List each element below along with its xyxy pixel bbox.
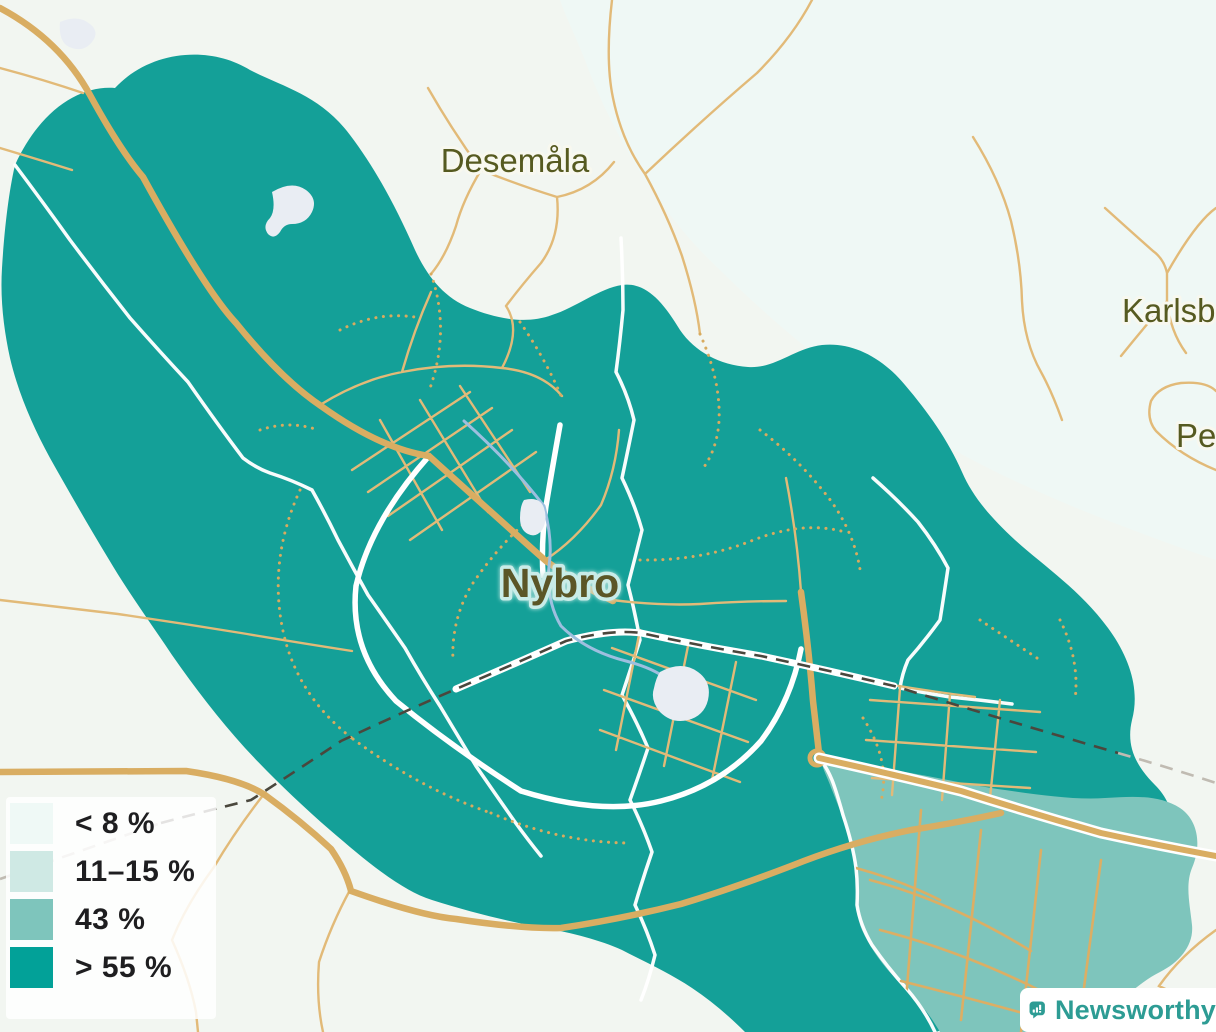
newsworthy-watermark: Newsworthy [1020, 988, 1216, 1032]
railway-faint [0, 751, 1216, 881]
brand-name: Newsworthy [1054, 994, 1216, 1025]
map-legend: < 8 % 11–15 % 43 % > 55 % [6, 797, 216, 1019]
highway [0, 4, 1005, 932]
region-lt8 [560, 0, 1216, 560]
map-labels: Desemåla Karlsbor Pe Nybro Nybro [438, 139, 1216, 610]
suburb-street-grid [854, 808, 1103, 1032]
label-desemala: Desemåla [441, 142, 590, 179]
stream [462, 419, 671, 683]
roads-major [0, 4, 1216, 932]
label-karlsbor: Karlsbor [1122, 292, 1216, 329]
legend-label: 11–15 % [75, 854, 196, 888]
legend-item: 11–15 % [10, 851, 216, 892]
label-pe: Pe [1176, 417, 1216, 454]
legend-swatch-43 [10, 899, 53, 940]
municipal-boundaries [13, 163, 1014, 1032]
footpath-network [258, 272, 1078, 845]
boundary-line [13, 163, 1014, 1032]
water-features [59, 18, 709, 721]
legend-swatch-lt8 [10, 803, 53, 844]
legend-label: < 8 % [75, 806, 156, 840]
label-nybro: Nybro [501, 560, 619, 606]
main-road [816, 755, 1216, 859]
label-nybro-glow: Nybro [501, 560, 619, 606]
railway [160, 630, 1119, 825]
legend-item: 43 % [10, 899, 216, 940]
legend-swatch-11-15 [10, 851, 53, 892]
legend-label: > 55 % [75, 950, 173, 984]
legend-item: > 55 % [10, 947, 216, 988]
legend-label: 43 % [75, 902, 146, 936]
legend-item: < 8 % [10, 803, 216, 844]
newsworthy-logo-icon [1029, 1001, 1045, 1019]
legend-swatch-gt55 [10, 947, 53, 988]
